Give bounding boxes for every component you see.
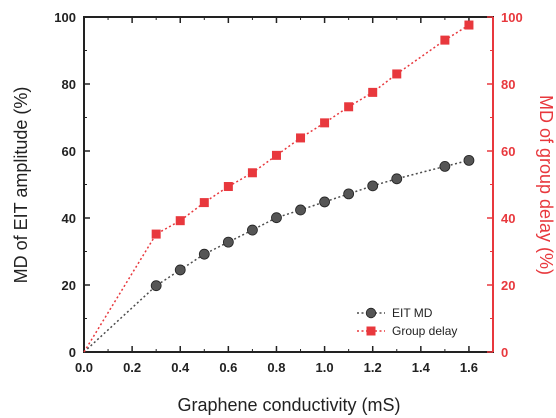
x-tick-label: 0.0: [75, 360, 93, 375]
eit-md-point: [222, 236, 234, 248]
group-delay-point: [392, 69, 402, 79]
data-series: [83, 20, 475, 353]
x-tick-label: 1.0: [316, 360, 334, 375]
group-delay-point: [368, 87, 378, 97]
eit-md-point: [174, 264, 186, 276]
plot-area: [83, 16, 494, 353]
group-delay-point: [344, 102, 354, 112]
eit-md-point: [367, 180, 379, 192]
left-y-tick-label: 0: [69, 345, 76, 360]
axes: 0.0 0.2 0.4 0.6 0.8 1.0 1.2 1.4 1.6 0 20 40 60 80 100 0…: [54, 10, 522, 375]
group-delay-point: [151, 229, 161, 239]
eit-md-point: [198, 248, 210, 260]
left-y-tick-label: 80: [62, 77, 76, 92]
legend-eit-md-label: EIT MD: [392, 306, 433, 320]
right-y-axis-title: MD of group delay (%): [536, 95, 556, 275]
left-y-tick-label: 40: [62, 211, 76, 226]
group-delay-point: [271, 150, 281, 160]
legend-eit-md-marker: [365, 307, 377, 319]
eit-md-point: [150, 280, 162, 292]
group-delay-point: [223, 182, 233, 192]
group-delay-point: [296, 133, 306, 143]
x-tick-label: 0.4: [171, 360, 190, 375]
legend-group-delay-marker: [366, 326, 376, 336]
x-axis-title: Graphene conductivity (mS): [177, 395, 400, 415]
eit-md-point: [295, 204, 306, 216]
legend-group-delay-label: Group delay: [392, 324, 457, 338]
x-tick-label: 0.2: [123, 360, 141, 375]
x-tick-label: 0.6: [219, 360, 237, 375]
x-tick-label: 1.6: [460, 360, 478, 375]
eit-md-point: [319, 196, 330, 208]
left-y-axis-title: MD of EIT amplitude (%): [11, 87, 31, 284]
x-tick-label: 1.4: [412, 360, 431, 375]
left-y-tick-label: 100: [54, 10, 76, 25]
group-delay-line: [83, 24, 470, 353]
eit-md-point: [439, 161, 451, 172]
group-delay-point: [320, 118, 330, 128]
group-delay-point: [440, 35, 450, 45]
right-y-tick-label: 80: [501, 77, 515, 92]
eit-md-point: [271, 212, 282, 224]
left-y-tick-label: 20: [62, 278, 76, 293]
right-y-tick-label: 0: [501, 345, 508, 360]
legend: EIT MD Group delay: [357, 306, 457, 338]
x-tick-label: 0.8: [267, 360, 285, 375]
group-delay-point: [175, 216, 185, 226]
plot-frame: [83, 16, 494, 353]
group-delay-point: [464, 20, 474, 30]
x-tick-label: 1.2: [364, 360, 382, 375]
left-y-tick-label: 60: [62, 144, 76, 159]
right-y-tick-label: 20: [501, 278, 515, 293]
right-y-tick-label: 60: [501, 144, 515, 159]
eit-md-point: [391, 173, 403, 185]
eit-md-point: [463, 154, 475, 166]
group-delay-point: [247, 168, 257, 178]
eit-md-point: [247, 224, 258, 236]
right-y-tick-label: 40: [501, 211, 515, 226]
group-delay-point: [199, 198, 209, 208]
right-y-tick-label: 100: [501, 10, 523, 25]
eit-md-point: [343, 188, 355, 200]
